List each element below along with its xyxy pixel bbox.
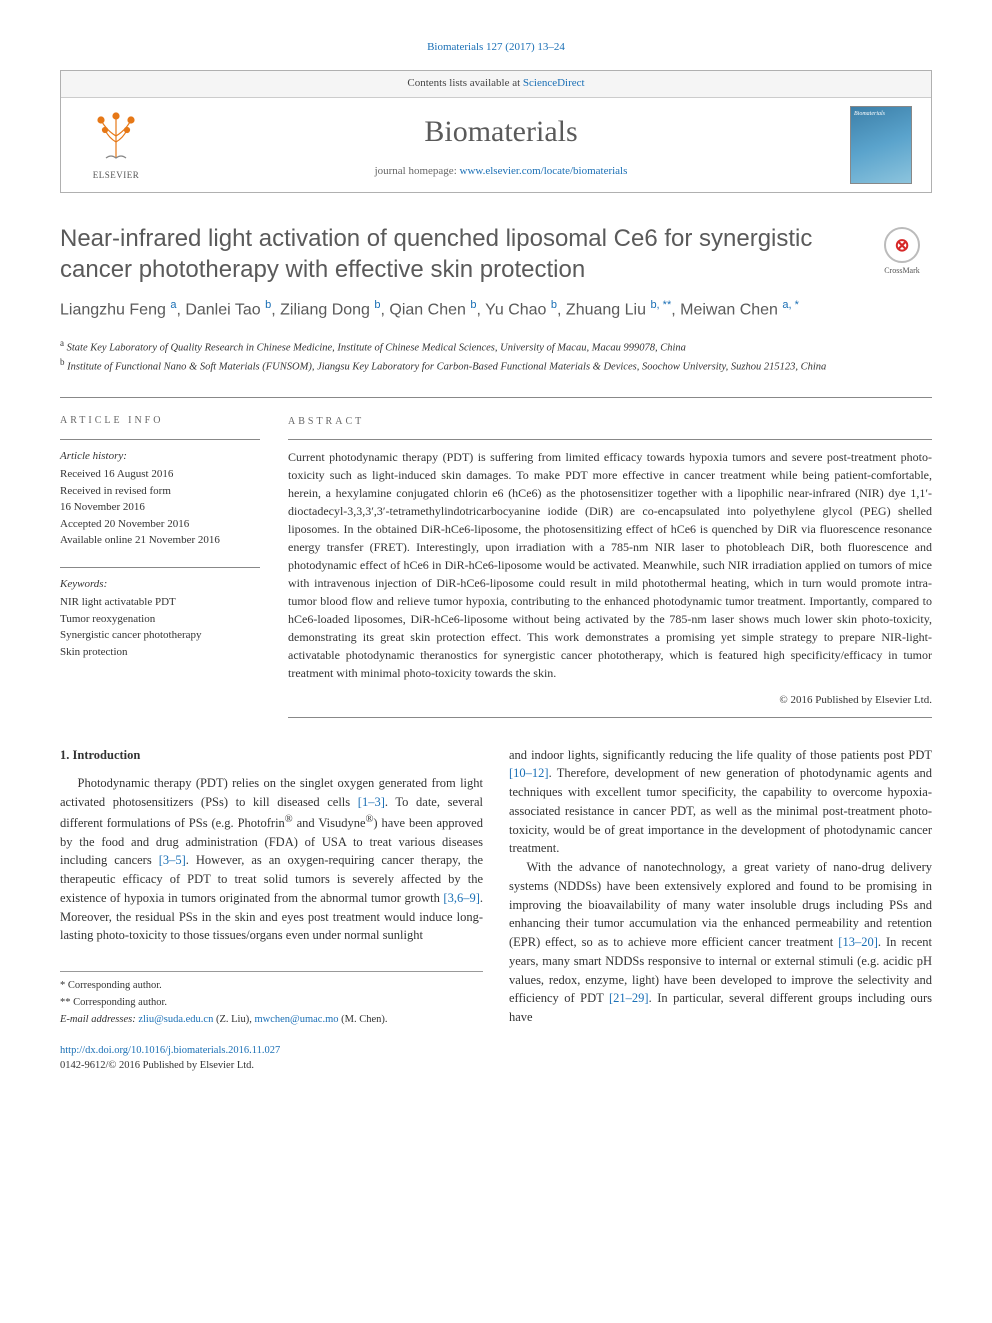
sciencedirect-link[interactable]: ScienceDirect	[523, 77, 585, 89]
keyword: Tumor reoxygenation	[60, 611, 260, 628]
article-history: Article history: Received 16 August 2016…	[60, 448, 260, 549]
body-column-left: 1. Introduction Photodynamic therapy (PD…	[60, 746, 483, 1029]
elsevier-logo[interactable]: ELSEVIER	[81, 106, 151, 184]
keyword: NIR light activatable PDT	[60, 594, 260, 611]
abstract-copyright: © 2016 Published by Elsevier Ltd.	[288, 692, 932, 709]
keyword: Skin protection	[60, 644, 260, 661]
keywords-label: Keywords:	[60, 576, 260, 593]
abstract-heading: ABSTRACT	[288, 414, 932, 429]
abstract-column: ABSTRACT Current photodynamic therapy (P…	[288, 414, 932, 718]
authors-list: Liangzhu Feng a, Danlei Tao b, Ziliang D…	[60, 297, 932, 322]
journal-cover-thumbnail[interactable]	[850, 106, 912, 184]
corr-note-1: * Corresponding author.	[60, 978, 483, 995]
history-line: 16 November 2016	[60, 499, 260, 516]
article-info-column: ARTICLE INFO Article history: Received 1…	[60, 414, 260, 718]
homepage-link[interactable]: www.elsevier.com/locate/biomaterials	[460, 165, 628, 177]
contents-prefix: Contents lists available at	[407, 77, 522, 89]
history-line: Available online 21 November 2016	[60, 532, 260, 549]
body-column-right: and indoor lights, significantly reducin…	[509, 746, 932, 1029]
corresponding-footnotes: * Corresponding author. ** Corresponding…	[60, 971, 483, 1028]
intro-paragraph: Photodynamic therapy (PDT) relies on the…	[60, 774, 483, 945]
affiliation-b: b Institute of Functional Nano & Soft Ma…	[60, 356, 932, 375]
crossmark-icon: ⊗	[894, 232, 909, 258]
journal-header: Contents lists available at ScienceDirec…	[60, 70, 932, 193]
email-line: E-mail addresses: zliu@suda.edu.cn (Z. L…	[60, 1012, 483, 1029]
email-link-2[interactable]: mwchen@umac.mo	[254, 1014, 338, 1025]
affiliations: a State Key Laboratory of Quality Resear…	[60, 337, 932, 376]
intro-heading: 1. Introduction	[60, 746, 483, 765]
journal-homepage: journal homepage: www.elsevier.com/locat…	[161, 164, 841, 180]
history-line: Received 16 August 2016	[60, 466, 260, 483]
homepage-prefix: journal homepage:	[375, 165, 460, 177]
crossmark-label: CrossMark	[884, 265, 920, 277]
email-name-1: (Z. Liu),	[216, 1014, 252, 1025]
intro-paragraph: With the advance of nanotechnology, a gr…	[509, 858, 932, 1027]
email-name-2: (M. Chen).	[341, 1014, 387, 1025]
article-title: Near-infrared light activation of quench…	[60, 223, 852, 285]
email-link-1[interactable]: zliu@suda.edu.cn	[138, 1014, 213, 1025]
issn-copyright: 0142-9612/© 2016 Published by Elsevier L…	[60, 1058, 932, 1073]
keywords-block: Keywords: NIR light activatable PDT Tumo…	[60, 576, 260, 661]
journal-name: Biomaterials	[161, 110, 841, 154]
doi-link[interactable]: http://dx.doi.org/10.1016/j.biomaterials…	[60, 1043, 932, 1058]
keyword: Synergistic cancer phototherapy	[60, 627, 260, 644]
history-line: Accepted 20 November 2016	[60, 516, 260, 533]
elsevier-tree-icon	[91, 108, 141, 167]
affiliation-a: a State Key Laboratory of Quality Resear…	[60, 337, 932, 356]
history-line: Received in revised form	[60, 483, 260, 500]
body-columns: 1. Introduction Photodynamic therapy (PD…	[60, 746, 932, 1029]
page-footer: http://dx.doi.org/10.1016/j.biomaterials…	[60, 1043, 932, 1073]
history-label: Article history:	[60, 448, 260, 465]
intro-paragraph: and indoor lights, significantly reducin…	[509, 746, 932, 859]
crossmark-badge[interactable]: ⊗ CrossMark	[872, 227, 932, 277]
elsevier-name: ELSEVIER	[93, 169, 140, 182]
abstract-text: Current photodynamic therapy (PDT) is su…	[288, 448, 932, 682]
header-citation: Biomaterials 127 (2017) 13–24	[60, 40, 932, 56]
article-info-heading: ARTICLE INFO	[60, 414, 260, 429]
contents-line: Contents lists available at ScienceDirec…	[61, 71, 931, 98]
corr-note-2: ** Corresponding author.	[60, 995, 483, 1012]
